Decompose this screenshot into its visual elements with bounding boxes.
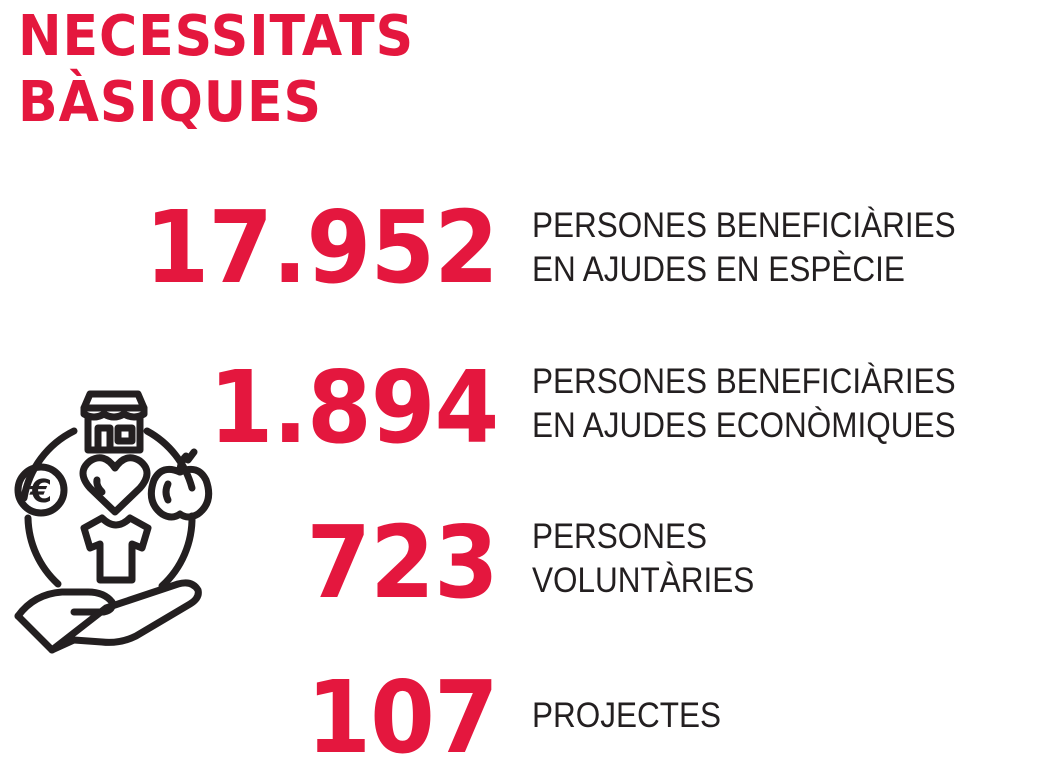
basic-needs-illustration: € — [14, 390, 213, 654]
stat-label-line: PERSONES BENEFICIÀRIES — [532, 362, 956, 401]
title-line-1: NECESSITATS — [18, 4, 415, 69]
page-title: NECESSITATS BÀSIQUES — [18, 4, 414, 136]
heart-icon — [79, 454, 151, 516]
circle-arcs — [20, 427, 196, 590]
stat-label-line: EN AJUDES EN ESPÈCIE — [532, 250, 905, 289]
open-hand-icon — [14, 579, 202, 654]
stat-label-line: VOLUNTÀRIES — [532, 561, 755, 600]
shop-icon — [80, 390, 148, 454]
apple-icon — [147, 448, 213, 521]
title-line-2: BÀSIQUES — [18, 70, 322, 135]
tshirt-icon — [80, 514, 152, 584]
euro-symbol: € — [29, 472, 52, 510]
stat-value-ajudes-economiques: 1.894 — [208, 349, 498, 466]
stat-value-voluntaries: 723 — [306, 504, 499, 621]
stat-label-line: PERSONES — [532, 517, 708, 556]
stat-label-line: EN AJUDES ECONÒMIQUES — [532, 406, 956, 445]
stat-label-ajudes-especie: PERSONES BENEFICIÀRIES EN AJUDES EN ESPÈ… — [532, 204, 956, 292]
stat-label-line: PERSONES BENEFICIÀRIES — [532, 206, 956, 245]
stat-label-projectes: PROJECTES — [532, 694, 721, 738]
stat-label-voluntaries: PERSONES VOLUNTÀRIES — [532, 515, 754, 603]
euro-coin-icon: € — [14, 463, 68, 517]
stat-label-ajudes-economiques: PERSONES BENEFICIÀRIES EN AJUDES ECONÒMI… — [532, 360, 956, 448]
stat-value-ajudes-especie: 17.952 — [144, 189, 499, 306]
stat-value-projectes: 107 — [306, 659, 499, 776]
stat-label-line: PROJECTES — [532, 696, 722, 735]
